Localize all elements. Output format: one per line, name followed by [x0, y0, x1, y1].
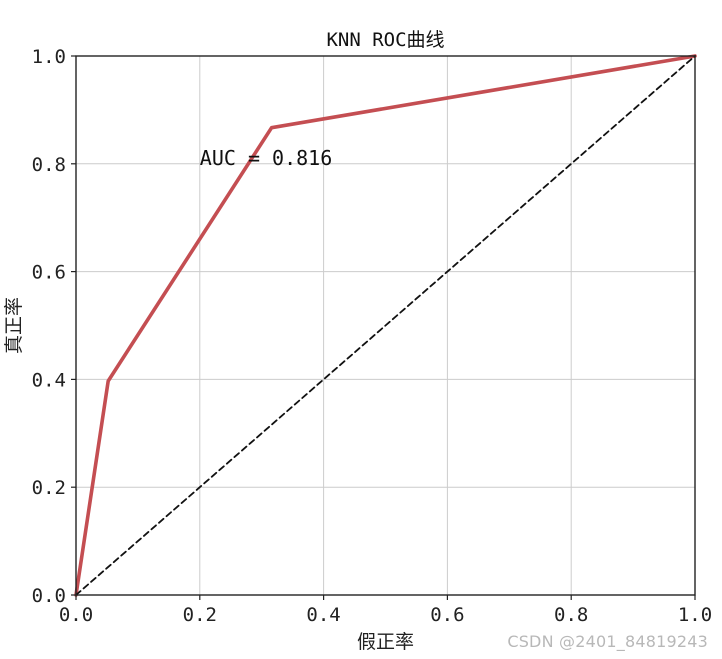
roc-curve-line [74, 54, 697, 597]
x-axis-title: 假正率 [357, 631, 414, 653]
y-tick-label: 0.2 [32, 477, 66, 499]
y-tick-label: 0.6 [32, 262, 66, 284]
x-tick-label: 0.8 [554, 604, 588, 626]
random-classifier-diagonal-line [75, 55, 696, 596]
auc-annotation: AUC = 0.816 [200, 146, 332, 170]
x-tick-label: 0.6 [430, 604, 464, 626]
y-tick-label: 0.8 [32, 154, 66, 176]
y-tick-label: 1.0 [32, 46, 66, 68]
x-tick-label: 0.0 [59, 604, 93, 626]
x-tick-label: 0.4 [306, 604, 340, 626]
tick-layer: 0.0 0.2 0.4 0.6 0.8 1.0 0.0 0.2 0.4 0.6 0.8 1.0 [32, 46, 712, 626]
plot-frame [75, 55, 696, 596]
x-tick-label: 0.2 [183, 604, 217, 626]
chart-title: KNN ROC曲线 [326, 29, 444, 51]
series-layer [74, 54, 697, 597]
y-axis-title: 真正率 [3, 297, 25, 354]
watermark: CSDN @2401_84819243 [507, 632, 708, 651]
y-tick-label: 0.4 [32, 369, 66, 391]
y-tick-label: 0.0 [32, 585, 66, 607]
x-tick-label: 1.0 [678, 604, 712, 626]
